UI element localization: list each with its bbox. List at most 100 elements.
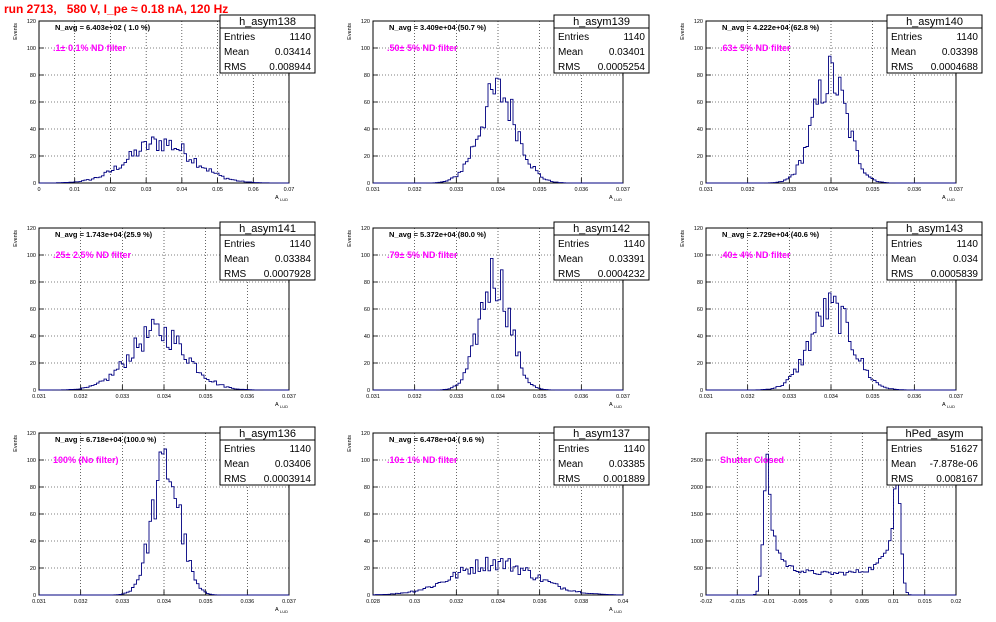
panel-hPed_asym-histogram (706, 453, 956, 596)
panel-hPed_asym-ytick-label: 1000 (691, 539, 703, 545)
panel-h_asym141-histogram (39, 318, 289, 391)
panel-h_asym136-ytick-label: 100 (27, 458, 36, 464)
panel-h_asym136-filter-label: 100% (No filter) (53, 455, 119, 465)
panel-h_asym142-ytick-label: 100 (361, 253, 370, 259)
panel-h_asym136-stats-title: h_asym136 (239, 428, 296, 440)
panel-h_asym142-ytick-label: 60 (364, 307, 370, 313)
panel-h_asym139-xlabel: A (609, 195, 613, 201)
panel-h_asym143-stats-value: 0.0005839 (931, 269, 979, 280)
panel-h_asym139-ytick-label: 80 (364, 73, 370, 79)
panel-h_asym141-ytick-label: 80 (30, 280, 36, 286)
panel-h_asym138-ytick-label: 80 (30, 73, 36, 79)
panel-h_asym137-stats-key: RMS (558, 474, 581, 485)
panel-h_asym136-xtick-label: 0.033 (115, 599, 129, 605)
panel-h_asym140-navg-label: N_avg = 4.222e+04 (62.8 %) (722, 23, 820, 32)
panel-hPed_asym-xtick-label: 0.01 (888, 599, 899, 605)
panel-h_asym140-ytick-label: 80 (697, 73, 703, 79)
panel-h_asym142-xtick-label: 0.032 (408, 394, 422, 400)
panel-h_asym139-ytick-label: 40 (364, 127, 370, 133)
panel-h_asym141-xlabel: A (275, 402, 279, 408)
panel-h_asym140-stats-key: Mean (891, 47, 916, 58)
panel-h_asym143-ytick-label: 120 (694, 226, 703, 232)
panel-h_asym137-xtick-label: 0.028 (366, 599, 380, 605)
panel-hPed_asym-xtick-label: 0.015 (918, 599, 932, 605)
panel-hPed_asym-stats-value: -7.878e-06 (930, 459, 979, 470)
panel-h_asym142-histogram (373, 257, 623, 391)
panel-h_asym141-filter-label: .25± 2.5% ND filter (53, 250, 131, 260)
panel-h_asym143-xtick-label: 0.037 (949, 394, 963, 400)
panel-h_asym139-stats-value: 1140 (623, 32, 645, 43)
panel-hPed_asym-stats-box (886, 426, 983, 486)
panel-h_asym140-xtick-label: 0.031 (699, 187, 713, 193)
panel-h_asym137-stats-value: 0.001889 (603, 474, 645, 485)
panel-h_asym141-xtick-label: 0.034 (157, 394, 171, 400)
panel-h_asym138-stats-value: 0.008944 (269, 62, 311, 73)
panel-h_asym142-ytick-label: 120 (361, 226, 370, 232)
panel-h_asym141-xlabel-sub: LUD (280, 404, 288, 409)
panel-h_asym142-ytick-label: 0 (367, 388, 370, 394)
panel-h_asym138-stats-value: 0.03414 (275, 47, 312, 58)
panel-h_asym138-stats-value: 1140 (289, 32, 311, 43)
panel-h_asym138-stats-key: RMS (224, 62, 247, 73)
panel-h_asym140-stats-box (886, 14, 983, 74)
panel-h_asym138-xtick-label: 0 (37, 187, 40, 193)
panel-h_asym139-stats-box (553, 14, 650, 74)
panel-h_asym140-stats-key: RMS (891, 62, 914, 73)
panel-h_asym142-stats-value: 0.03391 (609, 254, 646, 265)
panel-h_asym143-ylabel: Events (680, 230, 686, 247)
panel-h_asym143-ytick-label: 100 (694, 253, 703, 259)
panel-hPed_asym-xtick-label: -0.01 (762, 599, 775, 605)
panel-h_asym137-ytick-label: 120 (361, 431, 370, 437)
panel-h_asym138-xtick-label: 0.05 (212, 187, 223, 193)
panel-h_asym138-histogram (39, 136, 289, 184)
panel-h_asym137-xtick-label: 0.04 (618, 599, 629, 605)
panel-h_asym140-stats-key: Entries (891, 32, 922, 43)
panel-h_asym142-ytick-label: 40 (364, 334, 370, 340)
panel-h_asym138-xtick-label: 0.06 (248, 187, 259, 193)
panel-hPed_asym-xtick-label: -0.005 (792, 599, 808, 605)
panel-h_asym138-ytick-label: 40 (30, 127, 36, 133)
panel-h_asym139-xlabel-sub: LUD (614, 197, 622, 202)
panel-h_asym143-filter-label: .40± 4% ND filter (720, 250, 791, 260)
panel-h_asym143-stats-box (886, 221, 983, 281)
panel-h_asym136-xtick-label: 0.035 (199, 599, 213, 605)
panel-h_asym136-ylabel: Events (13, 435, 19, 452)
panel-h_asym142-ytick-label: 20 (364, 361, 370, 367)
panel-h_asym138-xtick-label: 0.02 (105, 187, 116, 193)
panel-h_asym137-filter-label: .10± 1% ND filter (387, 455, 458, 465)
panel-hPed_asym-stats-key: RMS (891, 474, 914, 485)
panel-h_asym141-ytick-label: 60 (30, 307, 36, 313)
panel-hPed_asym-stats-title: hPed_asym (905, 428, 963, 440)
panel-h_asym137-xlabel: A (609, 607, 613, 613)
panel-h_asym136-stats-box (219, 426, 316, 486)
panel-h_asym143-xtick-label: 0.031 (699, 394, 713, 400)
panel-h_asym143-xtick-label: 0.035 (866, 394, 880, 400)
panel-h_asym139-xtick-label: 0.035 (533, 187, 547, 193)
panel-h_asym140-ytick-label: 40 (697, 127, 703, 133)
panel-h_asym138-ytick-label: 20 (30, 154, 36, 160)
panel-h_asym142-ytick-label: 80 (364, 280, 370, 286)
panel-h_asym143-stats-key: RMS (891, 269, 914, 280)
panel-h_asym142-xtick-label: 0.036 (574, 394, 588, 400)
panel-hPed_asym-xtick-label: 0 (829, 599, 832, 605)
page-title: run 2713, 580 V, I_pe ≈ 0.18 nA, 120 Hz (4, 2, 229, 16)
panel-h_asym137-xtick-label: 0.032 (449, 599, 463, 605)
panel-h_asym142-xlabel: A (609, 402, 613, 408)
panel-h_asym143-stats-value: 1140 (956, 239, 978, 250)
panel-h_asym138-ylabel: Events (13, 23, 19, 40)
panel-hPed_asym-ytick-label: 2500 (691, 458, 703, 464)
panel-h_asym138-xlabel-sub: LUD (280, 197, 288, 202)
panel-h_asym140-xtick-label: 0.032 (741, 187, 755, 193)
panel-h_asym138-xtick-label: 0.01 (69, 187, 80, 193)
panel-h_asym140-ytick-label: 60 (697, 100, 703, 106)
panel-h_asym142-xtick-label: 0.031 (366, 394, 380, 400)
panel-h_asym140-ylabel: Events (680, 23, 686, 40)
panel-h_asym140-ytick-label: 120 (694, 19, 703, 25)
panel-h_asym140-ytick-label: 20 (697, 154, 703, 160)
panel-h_asym136-stats-value: 1140 (289, 444, 311, 455)
panel-h_asym143-stats-value: 0.034 (953, 254, 978, 265)
panel-h_asym138-ytick-label: 120 (27, 19, 36, 25)
panel-h_asym139-ytick-label: 100 (361, 46, 370, 52)
panel-h_asym143-ytick-label: 0 (700, 388, 703, 394)
